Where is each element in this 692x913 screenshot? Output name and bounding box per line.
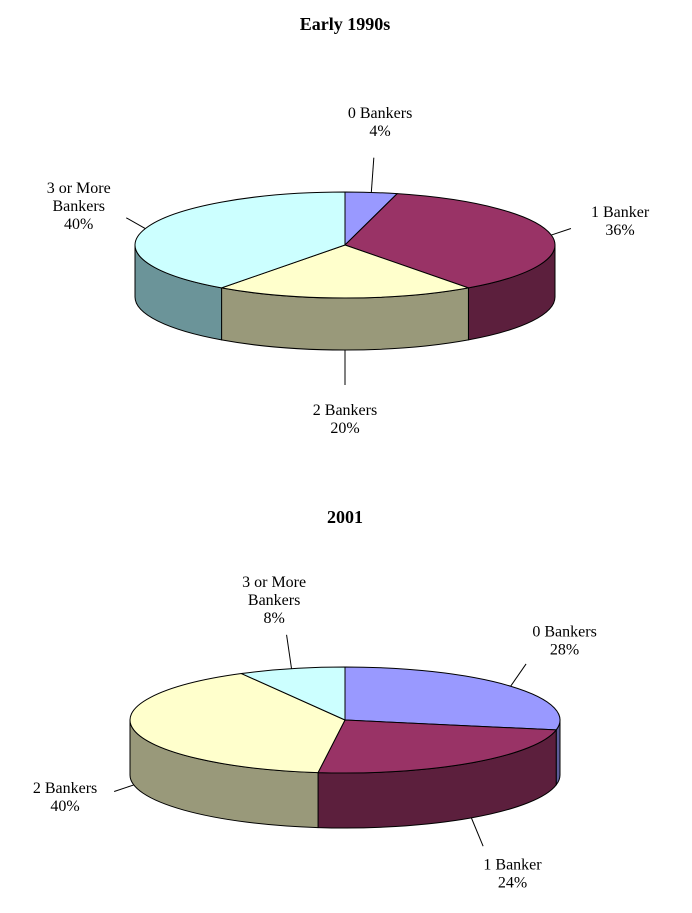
- slice: [221, 244, 469, 299]
- slice-label: 2 Bankers: [33, 780, 97, 797]
- value-label: 40%: [64, 216, 93, 233]
- slice-label: 3 or More Bankers: [242, 574, 306, 609]
- value-label: 4%: [369, 123, 390, 140]
- slice-label: 0 Bankers: [348, 105, 412, 122]
- leader-line: [370, 157, 375, 193]
- leader-line: [510, 663, 527, 687]
- leader-line: [551, 228, 572, 236]
- slice: [129, 673, 346, 774]
- chart-title: Early 1990s: [300, 14, 391, 34]
- slice-label: 0 Bankers: [532, 624, 596, 641]
- slice: [344, 666, 561, 731]
- slice: [317, 719, 557, 774]
- leader-line: [286, 634, 293, 669]
- value-label: 36%: [605, 222, 634, 239]
- leader-line: [470, 817, 484, 847]
- slice-label: 2 Bankers: [313, 402, 377, 419]
- value-label: 20%: [330, 420, 359, 437]
- slice: [240, 666, 346, 721]
- value-label: 24%: [498, 875, 527, 892]
- slice-label: 3 or More Bankers: [47, 180, 111, 215]
- leader-line: [114, 784, 134, 792]
- value-label: 28%: [550, 642, 579, 659]
- slice-label: 1 Banker: [483, 857, 542, 874]
- chart-title: 2001: [327, 507, 363, 527]
- leader-line: [126, 217, 146, 230]
- value-label: 8%: [263, 610, 284, 627]
- value-label: 40%: [50, 798, 79, 815]
- slice-label: 1 Banker: [591, 204, 650, 221]
